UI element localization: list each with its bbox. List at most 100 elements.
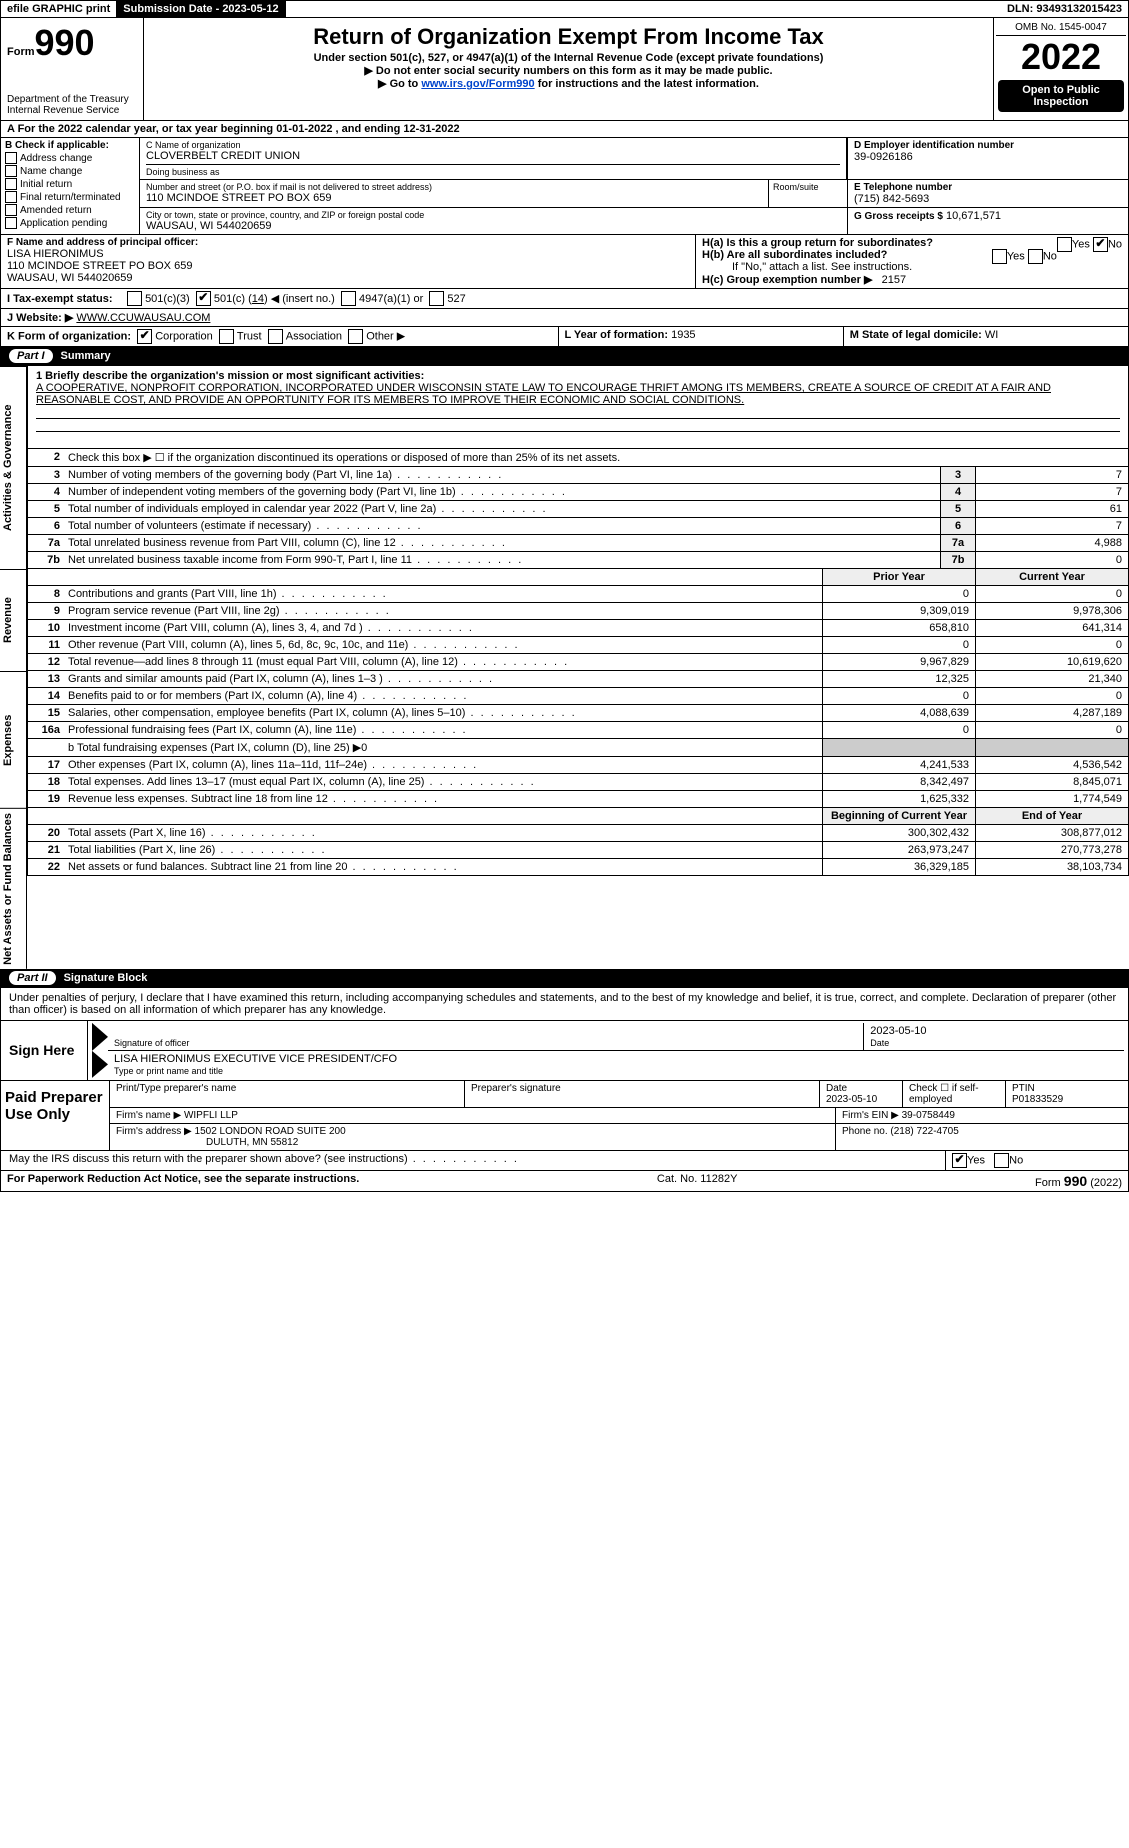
ln-prior: 0 (822, 637, 975, 653)
discuss-yes-check[interactable] (952, 1153, 967, 1168)
ln-num: 6 (28, 518, 64, 534)
ln-desc: Number of voting members of the governin… (64, 467, 940, 483)
line-12: 12 Total revenue—add lines 8 through 11 … (27, 654, 1129, 671)
part-ii-title: Signature Block (64, 972, 148, 984)
ln-desc: Total assets (Part X, line 16) (64, 825, 822, 841)
k-assoc-check[interactable] (268, 329, 283, 344)
line-20: 20 Total assets (Part X, line 16) 300,30… (27, 825, 1129, 842)
ha-yes-check[interactable] (1057, 237, 1072, 252)
addr-street-row: Number and street (or P.O. box if mail i… (140, 180, 1128, 208)
ln-prior: 0 (822, 586, 975, 602)
prep-date: 2023-05-10 (826, 1094, 896, 1105)
ln-num: 4 (28, 484, 64, 500)
i-o2-pre: 501(c) ( (214, 293, 252, 305)
g-row: G Gross receipts $ 10,671,571 (848, 208, 1128, 224)
form-990: 990 (35, 22, 95, 63)
part-ii-no: Part II (9, 971, 56, 985)
form-subtitle: Under section 501(c), 527, or 4947(a)(1)… (150, 52, 987, 64)
discuss-label: May the IRS discuss this return with the… (1, 1151, 945, 1170)
dba-label: Doing business as (146, 167, 840, 177)
k-trust-check[interactable] (219, 329, 234, 344)
ln-desc: Other expenses (Part IX, column (A), lin… (64, 757, 822, 773)
l16b-blank (822, 739, 975, 756)
footer-right-pre: Form (1035, 1177, 1064, 1189)
ln-num: 19 (28, 791, 64, 807)
note2-pre: ▶ Go to (378, 78, 421, 90)
firm-name: WIPFLI LLP (184, 1110, 238, 1121)
form-title: Return of Organization Exempt From Incom… (150, 24, 987, 50)
i-501c-check[interactable] (196, 291, 211, 306)
firm-phone-label: Phone no. (842, 1126, 888, 1137)
ln-current: 270,773,278 (975, 842, 1128, 858)
ln-num: 17 (28, 757, 64, 773)
paid-preparer-label: Paid Preparer Use Only (1, 1081, 110, 1150)
hb-note: If "No," attach a list. See instructions… (702, 261, 1122, 273)
ln-prior: 0 (822, 688, 975, 704)
year-cell: OMB No. 1545-0047 2022 Open to Public In… (994, 18, 1128, 120)
ln-prior: 300,302,432 (822, 825, 975, 841)
vtab-netassets: Net Assets or Fund Balances (0, 808, 27, 969)
ln-prior: 36,329,185 (822, 859, 975, 875)
footer-left: For Paperwork Reduction Act Notice, see … (7, 1173, 359, 1189)
form-number: Form990 (7, 22, 137, 64)
department-label: Department of the Treasury Internal Reve… (7, 94, 137, 116)
city-label: City or town, state or province, country… (146, 210, 841, 220)
hb-no-check[interactable] (1028, 249, 1043, 264)
street-label: Number and street (or P.O. box if mail i… (146, 182, 762, 192)
ln-num: 18 (28, 774, 64, 790)
hb-yes: Yes (1007, 250, 1025, 262)
ln-prior: 8,342,497 (822, 774, 975, 790)
i-501c3-check[interactable] (127, 291, 142, 306)
chk-application-pending[interactable]: Application pending (5, 217, 135, 229)
firm-phone: (218) 722-4705 (890, 1126, 958, 1137)
ptin-value: P01833529 (1012, 1094, 1122, 1105)
i-527-check[interactable] (429, 291, 444, 306)
website-link[interactable]: WWW.CCUWAUSAU.COM (76, 312, 210, 324)
k-corp-check[interactable] (137, 329, 152, 344)
ha-no-check[interactable] (1093, 237, 1108, 252)
chk-final-return[interactable]: Final return/terminated (5, 191, 135, 203)
ln-current: 0 (975, 722, 1128, 738)
b-item-0: Address change (20, 153, 92, 164)
ln-num: 16a (28, 722, 64, 738)
ln-num: 9 (28, 603, 64, 619)
b-item-4: Amended return (20, 205, 92, 216)
vtab-expenses: Expenses (0, 671, 27, 808)
blank-line-3 (36, 432, 1120, 444)
firm-name-cell: Firm's name ▶ WIPFLI LLP (110, 1108, 836, 1123)
discuss-no-check[interactable] (994, 1153, 1009, 1168)
open-to-public: Open to Public Inspection (998, 80, 1124, 112)
line-18: 18 Total expenses. Add lines 13–17 (must… (27, 774, 1129, 791)
m-cell: M State of legal domicile: WI (844, 327, 1128, 346)
ln-current: 1,774,549 (975, 791, 1128, 807)
vtab-revenue: Revenue (0, 569, 27, 671)
ln-desc: Net assets or fund balances. Subtract li… (64, 859, 822, 875)
d-label: D Employer identification number (854, 140, 1122, 151)
footer: For Paperwork Reduction Act Notice, see … (0, 1171, 1129, 1192)
blank-line-1 (36, 406, 1120, 419)
sig-intro: Under penalties of perjury, I declare th… (1, 988, 1128, 1020)
chk-name-change[interactable]: Name change (5, 165, 135, 177)
addr-city-row: City or town, state or province, country… (140, 208, 1128, 234)
chk-amended[interactable]: Amended return (5, 204, 135, 216)
phone-value: (715) 842-5693 (854, 193, 1122, 205)
ln-num: 15 (28, 705, 64, 721)
ln-num: 7a (28, 535, 64, 551)
i-4947-check[interactable] (341, 291, 356, 306)
hb-no: No (1043, 250, 1057, 262)
sig-officer-label: Signature of officer (114, 1038, 857, 1048)
signature-block: Under penalties of perjury, I declare th… (0, 988, 1129, 1081)
k-o4: Other ▶ (366, 330, 405, 342)
line-10: 10 Investment income (Part VIII, column … (27, 620, 1129, 637)
irs-link[interactable]: www.irs.gov/Form990 (421, 78, 534, 90)
i-label: I Tax-exempt status: (7, 293, 127, 305)
k-o1: Corporation (155, 330, 212, 342)
chk-address-change[interactable]: Address change (5, 152, 135, 164)
chk-initial-return[interactable]: Initial return (5, 178, 135, 190)
hb-yes-check[interactable] (992, 249, 1007, 264)
note2-post: for instructions and the latest informat… (535, 78, 759, 90)
k-other-check[interactable] (348, 329, 363, 344)
l-cell: L Year of formation: 1935 (559, 327, 844, 346)
ln-current: 0 (975, 688, 1128, 704)
line-11: 11 Other revenue (Part VIII, column (A),… (27, 637, 1129, 654)
